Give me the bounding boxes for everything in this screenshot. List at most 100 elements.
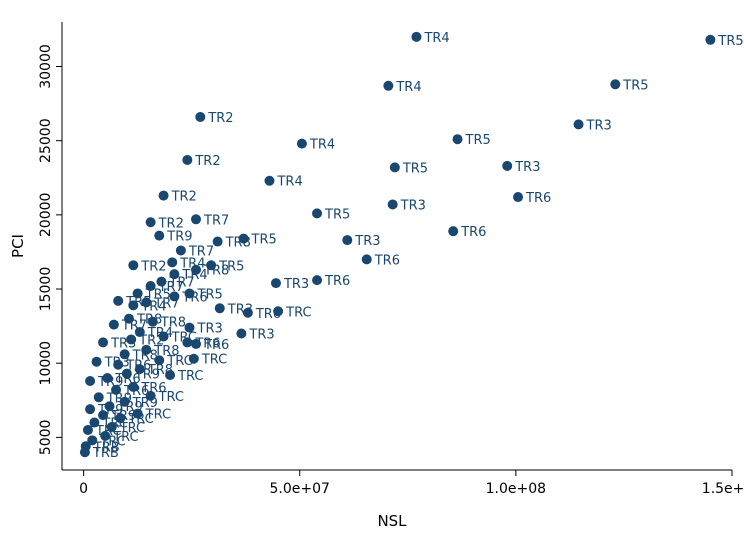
data-point	[270, 278, 281, 289]
x-tick-label: 5.0e+07	[270, 481, 330, 497]
point-label: TR4	[140, 299, 166, 314]
point-label: TRC	[201, 353, 227, 368]
point-label: TR5	[197, 287, 223, 302]
data-point	[113, 359, 124, 370]
data-point	[448, 226, 459, 237]
data-point	[383, 80, 394, 91]
data-point	[85, 404, 96, 415]
data-point	[145, 281, 156, 292]
data-point	[98, 410, 109, 421]
data-point	[102, 373, 113, 384]
data-point	[126, 334, 137, 345]
point-label: TR7	[158, 280, 184, 295]
data-point	[184, 288, 195, 299]
point-label: TR9	[134, 368, 160, 383]
y-axis-title: PCI	[9, 234, 27, 258]
data-point	[87, 435, 98, 446]
point-label: TR6	[324, 274, 350, 289]
point-label: TR3	[514, 160, 540, 175]
y-ticks: 5000 10000 15000 20000 25000 30000	[38, 44, 62, 455]
data-point	[85, 375, 96, 386]
data-point	[119, 349, 130, 360]
data-point	[169, 291, 180, 302]
data-point	[236, 328, 247, 339]
data-point	[98, 337, 109, 348]
data-point	[296, 138, 307, 149]
data-point	[104, 401, 115, 412]
point-label: TR6	[123, 384, 149, 399]
data-point	[312, 275, 323, 286]
point-label: TR5	[251, 233, 277, 248]
data-point	[106, 421, 117, 432]
point-label: TR3	[586, 118, 612, 133]
point-label: TR6	[203, 338, 229, 353]
data-point	[361, 254, 372, 265]
data-point	[132, 408, 143, 419]
data-point	[273, 306, 284, 317]
point-label: TR4	[181, 268, 207, 283]
point-label: TR3	[248, 328, 274, 343]
point-label: TR3	[400, 198, 426, 213]
point-label: TR5	[402, 161, 428, 176]
point-label: TR4	[423, 31, 449, 46]
data-point	[342, 235, 353, 246]
data-point	[452, 134, 463, 145]
point-label: TR4	[395, 80, 421, 95]
point-label: TR7	[203, 213, 229, 228]
point-label: TR6	[374, 253, 400, 268]
y-tick-label: 15000	[38, 267, 54, 312]
data-point	[513, 192, 524, 203]
data-point	[214, 303, 225, 314]
data-point	[89, 417, 100, 428]
point-label: TRC	[112, 430, 138, 445]
data-point	[212, 236, 223, 247]
data-point	[128, 300, 139, 311]
point-label: TR2	[140, 259, 166, 274]
x-ticks: 0 5.0e+07 1.0e+08 1.5e+08	[79, 470, 744, 497]
data-point	[108, 319, 119, 330]
point-label: TR3	[197, 322, 223, 337]
point-label: TRC	[119, 421, 145, 436]
data-point	[167, 257, 178, 268]
data-point	[312, 208, 323, 219]
point-label: TRC	[145, 408, 171, 423]
data-point	[411, 31, 422, 42]
data-point	[154, 355, 165, 366]
point-label: TR9	[132, 396, 158, 411]
point-label: TR3	[283, 277, 309, 292]
data-point	[191, 264, 201, 275]
data-point	[610, 79, 621, 90]
data-point	[113, 295, 124, 306]
data-point	[145, 217, 156, 228]
point-label: TR5	[218, 259, 244, 274]
data-point	[191, 214, 201, 225]
point-label: TR3	[354, 234, 380, 249]
data-point	[128, 260, 139, 271]
data-point	[573, 119, 584, 130]
point-label: TR6	[181, 290, 207, 305]
y-tick-label: 25000	[38, 118, 54, 163]
point-label: TR3	[110, 336, 136, 351]
point-label: TR7	[168, 276, 194, 291]
data-point	[502, 160, 513, 171]
data-point	[145, 390, 156, 401]
data-point	[111, 384, 122, 395]
data-point	[147, 316, 158, 327]
point-label: TR4	[309, 138, 335, 153]
data-point	[82, 424, 93, 435]
point-label: TR9	[166, 230, 192, 245]
point-label: TR2	[207, 111, 233, 126]
point-label: TRC	[285, 305, 311, 320]
point-label: TR8	[153, 344, 179, 359]
point-label: TR5	[717, 34, 743, 49]
data-point	[165, 370, 176, 381]
data-point	[206, 260, 217, 271]
point-label: TRC	[177, 369, 203, 384]
point-label: TR5	[465, 133, 491, 148]
data-point	[121, 368, 132, 379]
data-point	[141, 344, 152, 355]
data-point	[389, 162, 400, 173]
data-point	[188, 353, 199, 364]
data-point	[191, 338, 201, 349]
x-axis-title: NSL	[377, 512, 407, 530]
